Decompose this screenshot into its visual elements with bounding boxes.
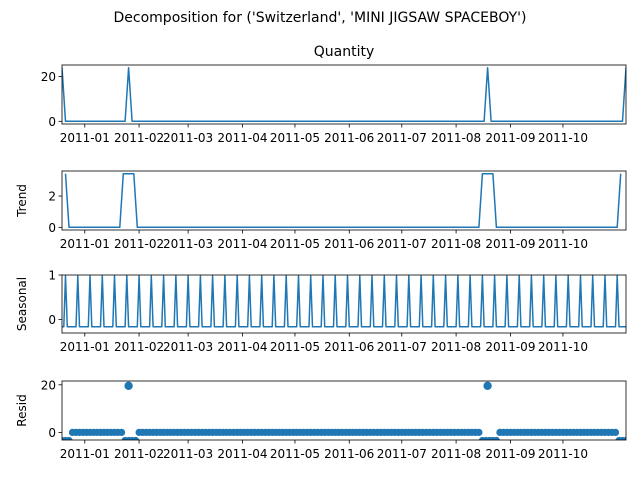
x-tick-label: 2011-10 bbox=[538, 237, 588, 251]
y-tick-label: 0 bbox=[48, 313, 56, 327]
resid-point bbox=[65, 436, 73, 440]
x-tick-label: 2011-09 bbox=[485, 447, 535, 461]
y-tick-label: 0 bbox=[48, 221, 56, 235]
series-line-observed bbox=[62, 66, 626, 123]
panel-title: Quantity bbox=[314, 44, 375, 60]
x-tick-label: 2011-01 bbox=[60, 340, 110, 354]
x-tick-label: 2011-06 bbox=[324, 340, 374, 354]
x-tick-label: 2011-10 bbox=[538, 340, 588, 354]
series-line-seasonal bbox=[62, 275, 626, 328]
x-tick-label: 2011-05 bbox=[270, 340, 320, 354]
y-tick-label: 0 bbox=[48, 115, 56, 129]
resid-outlier-point bbox=[483, 381, 492, 390]
resid-point bbox=[622, 436, 626, 440]
x-tick-label: 2011-04 bbox=[217, 237, 267, 251]
resid-outlier-point bbox=[124, 381, 133, 390]
x-tick-label: 2011-02 bbox=[114, 131, 164, 145]
resid-point bbox=[132, 436, 140, 440]
x-tick-label: 2011-01 bbox=[60, 447, 110, 461]
x-tick-label: 2011-05 bbox=[270, 131, 320, 145]
plot-area bbox=[62, 275, 626, 328]
axes-frame bbox=[61, 170, 627, 231]
x-tick-label: 2011-04 bbox=[217, 340, 267, 354]
x-tick-label: 2011-05 bbox=[270, 447, 320, 461]
series-line-trend bbox=[64, 172, 622, 229]
x-tick-label: 2011-06 bbox=[324, 447, 374, 461]
x-tick-label: 2011-09 bbox=[485, 237, 535, 251]
x-tick-label: 2011-02 bbox=[114, 237, 164, 251]
resid-point bbox=[492, 436, 500, 440]
x-tick-label: 2011-04 bbox=[217, 131, 267, 145]
x-tick-label: 2011-10 bbox=[538, 447, 588, 461]
resid-point bbox=[611, 428, 620, 436]
x-tick-label: 2011-03 bbox=[163, 447, 213, 461]
plot-area bbox=[64, 172, 622, 229]
x-tick-label: 2011-08 bbox=[431, 447, 481, 461]
x-tick-label: 2011-03 bbox=[163, 131, 213, 145]
x-tick-label: 2011-08 bbox=[431, 237, 481, 251]
x-tick-label: 2011-07 bbox=[377, 131, 427, 145]
y-tick-label: 0 bbox=[48, 426, 56, 440]
x-tick-label: 2011-09 bbox=[485, 131, 535, 145]
y-axis-label: Resid bbox=[15, 394, 29, 426]
x-tick-label: 2011-03 bbox=[163, 340, 213, 354]
y-axis-label: Trend bbox=[15, 184, 29, 218]
resid-point bbox=[475, 428, 483, 436]
x-tick-label: 2011-08 bbox=[431, 131, 481, 145]
x-tick-label: 2011-09 bbox=[485, 340, 535, 354]
y-tick-label: 2 bbox=[48, 190, 56, 204]
y-tick-label: 1 bbox=[48, 269, 56, 283]
figure-title: Decomposition for ('Switzerland', 'MINI … bbox=[114, 10, 527, 26]
plot-area bbox=[62, 381, 626, 440]
x-tick-label: 2011-02 bbox=[114, 340, 164, 354]
x-tick-label: 2011-10 bbox=[538, 131, 588, 145]
y-tick-label: 20 bbox=[41, 378, 56, 392]
x-tick-label: 2011-06 bbox=[324, 237, 374, 251]
x-tick-label: 2011-07 bbox=[377, 237, 427, 251]
x-tick-label: 2011-02 bbox=[114, 447, 164, 461]
x-tick-label: 2011-03 bbox=[163, 237, 213, 251]
x-tick-label: 2011-06 bbox=[324, 131, 374, 145]
x-tick-label: 2011-08 bbox=[431, 340, 481, 354]
axes-frame bbox=[61, 380, 627, 441]
x-tick-label: 2011-01 bbox=[60, 237, 110, 251]
y-axis-label: Seasonal bbox=[15, 277, 29, 331]
axes-frame bbox=[61, 64, 627, 125]
x-tick-label: 2011-04 bbox=[217, 447, 267, 461]
x-tick-label: 2011-01 bbox=[60, 131, 110, 145]
x-tick-label: 2011-05 bbox=[270, 237, 320, 251]
resid-point bbox=[118, 428, 126, 436]
x-tick-label: 2011-07 bbox=[377, 447, 427, 461]
axes-frame bbox=[61, 274, 627, 334]
x-tick-label: 2011-07 bbox=[377, 340, 427, 354]
y-tick-label: 20 bbox=[41, 70, 56, 84]
plot-area bbox=[62, 66, 626, 123]
